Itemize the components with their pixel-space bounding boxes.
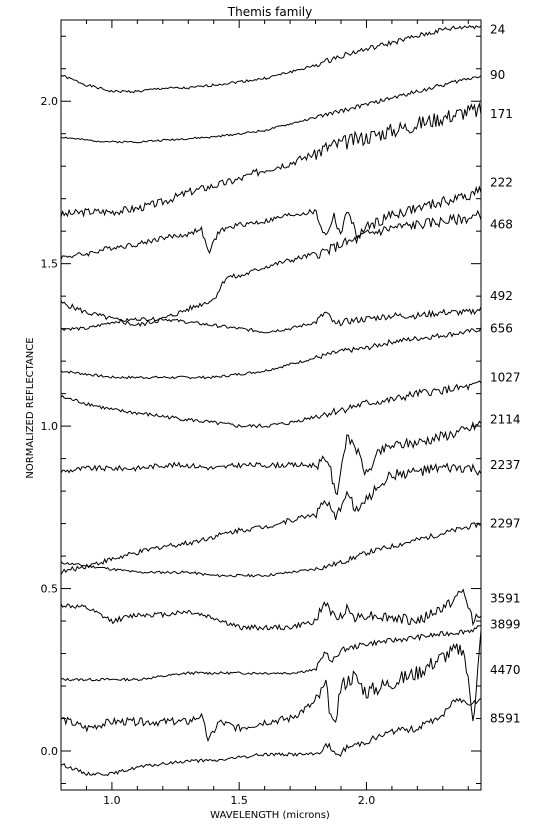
spectrum-line-2237	[60, 462, 482, 575]
spectrum-line-222	[60, 185, 482, 260]
series-label-171: 171	[490, 107, 513, 121]
series-label-1027: 1027	[490, 370, 521, 384]
series-label-492: 492	[490, 289, 513, 303]
plot-frame	[60, 19, 482, 791]
axes: 1.0 1.5 2.0 0.0 0.5 1.0 1.5 2.0	[41, 19, 482, 807]
spectrum-line-656	[60, 327, 482, 380]
spectrum-line-3591	[60, 588, 482, 631]
series-label-3899: 3899	[490, 617, 521, 631]
spectrum-line-3899	[60, 625, 482, 682]
series-label-24: 24	[490, 23, 505, 37]
x-tick-label: 1.5	[230, 794, 248, 807]
spectrum-line-468	[60, 209, 482, 327]
y-tick-label: 1.5	[41, 258, 59, 271]
y-tick-label: 0.5	[41, 583, 59, 596]
spectrum-line-2114	[60, 420, 482, 496]
series-labels: 24 90 171 222 468 492 656 1027 2114 2237 2297 3591 3…	[490, 23, 521, 726]
series-label-2237: 2237	[490, 458, 521, 472]
series-label-8591: 8591	[490, 712, 521, 726]
spectrum-line-492	[60, 306, 482, 334]
y-tick-label: 2.0	[41, 95, 59, 108]
y-tick-label: 1.0	[41, 420, 59, 433]
x-tick-label: 1.0	[103, 794, 121, 807]
series-label-222: 222	[490, 175, 513, 189]
spectrum-line-171	[60, 101, 482, 218]
y-axis-title: NORMALIZED REFLECTANCE	[25, 337, 36, 478]
y-tick-label: 0.0	[41, 745, 59, 758]
series-label-2297: 2297	[490, 517, 521, 531]
x-tick-label: 2.0	[358, 794, 376, 807]
chart-title: Themis family	[227, 5, 312, 19]
spectrum-line-4470	[60, 630, 482, 743]
spectrum-line-24	[60, 24, 482, 94]
series-label-468: 468	[490, 218, 513, 232]
spectrum-line-90	[60, 75, 482, 144]
spectrum-line-1027	[60, 380, 482, 429]
series-label-90: 90	[490, 68, 505, 82]
series-label-3591: 3591	[490, 591, 521, 605]
spectra	[60, 24, 482, 777]
series-label-656: 656	[490, 322, 513, 336]
spectrum-line-2297	[60, 522, 482, 578]
series-label-4470: 4470	[490, 663, 521, 677]
x-axis-title: WAVELENGTH (microns)	[210, 810, 330, 821]
spectrum-line-8591	[60, 697, 482, 777]
series-label-2114: 2114	[490, 413, 521, 427]
